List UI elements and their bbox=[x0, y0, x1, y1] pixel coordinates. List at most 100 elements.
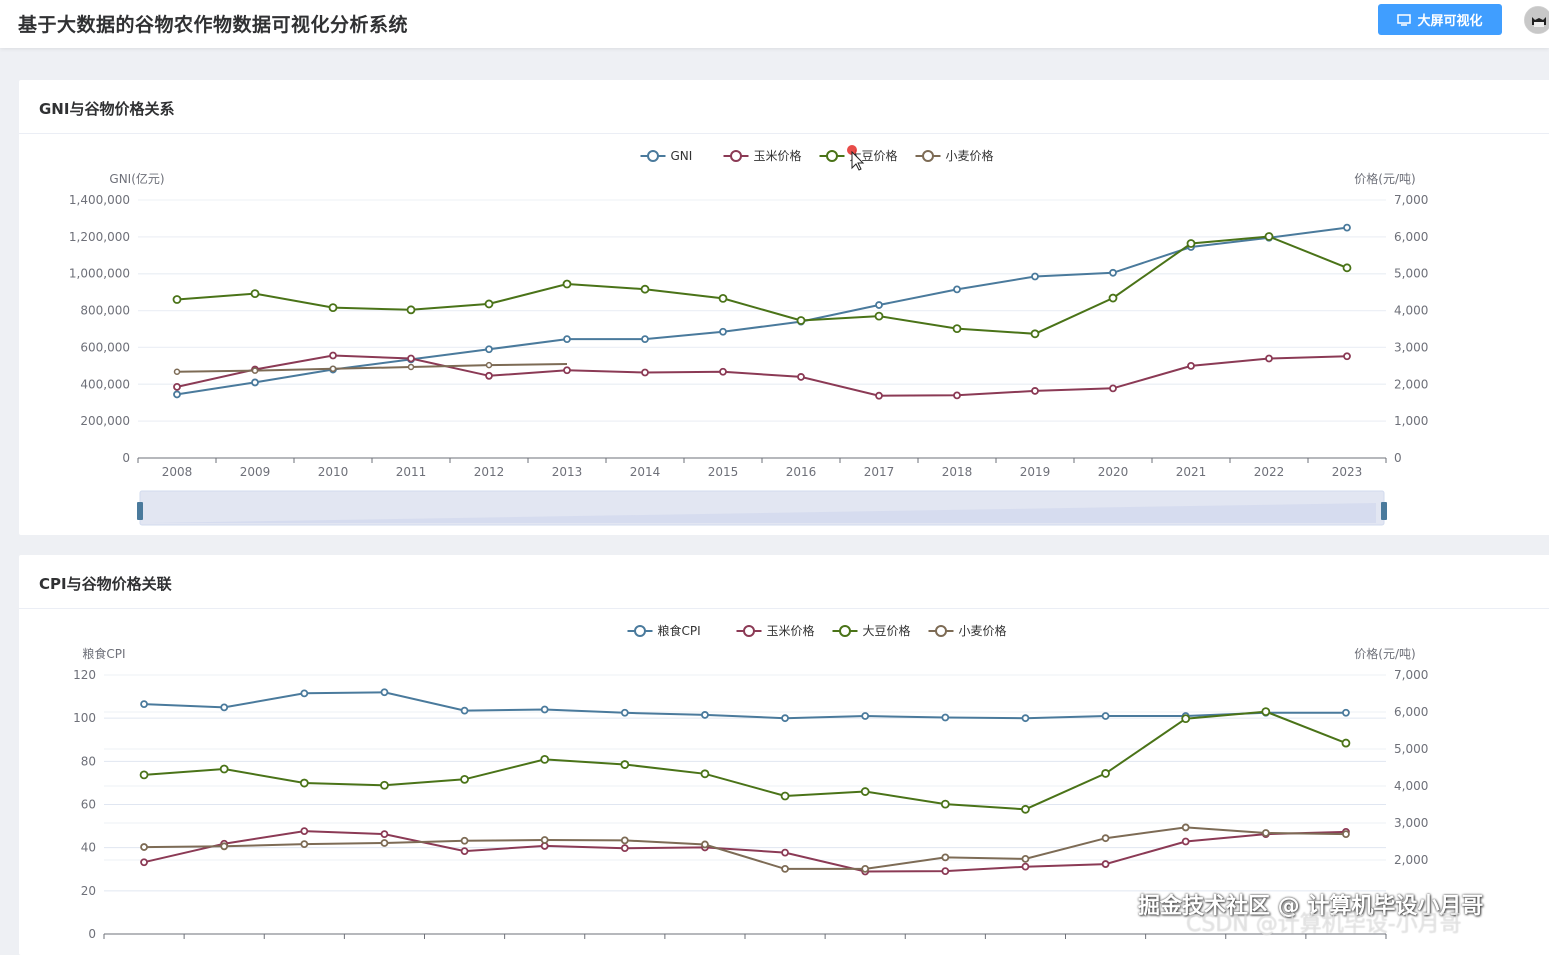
y-tick-label: 0 bbox=[122, 451, 130, 465]
data-point bbox=[140, 843, 148, 851]
data-point bbox=[861, 712, 870, 720]
y2-axis-title: 价格(元/吨) bbox=[1354, 171, 1415, 186]
x-tick-label: 2014 bbox=[630, 465, 661, 479]
y2-tick-label: 5,000 bbox=[1394, 742, 1428, 756]
data-point bbox=[219, 764, 229, 774]
x-tick-label: 2017 bbox=[864, 465, 895, 479]
y-tick-label: 400,000 bbox=[80, 377, 130, 391]
datazoom-slider[interactable] bbox=[137, 490, 1387, 526]
data-point bbox=[460, 836, 469, 845]
data-point bbox=[1021, 854, 1030, 863]
legend-item: 小麦价格 bbox=[915, 148, 994, 163]
y2-tick-label: 2,000 bbox=[1394, 853, 1428, 867]
data-point bbox=[1021, 714, 1030, 723]
legend-label: 玉米价格 bbox=[767, 623, 815, 638]
y-tick-label: 600,000 bbox=[80, 340, 130, 354]
data-point bbox=[251, 367, 259, 374]
y-tick-label: 20 bbox=[81, 884, 96, 898]
data-point bbox=[1031, 272, 1039, 281]
data-point bbox=[460, 774, 469, 784]
datazoom-handle-left[interactable] bbox=[137, 502, 143, 520]
data-point bbox=[1101, 769, 1110, 778]
data-point bbox=[860, 787, 870, 796]
y-tick-label: 120 bbox=[73, 668, 96, 682]
y-tick-label: 1,000,000 bbox=[69, 267, 130, 281]
legend-item: 大豆价格 bbox=[832, 623, 911, 638]
y2-tick-label: 1,000 bbox=[1394, 414, 1428, 428]
legend-marker bbox=[634, 625, 646, 637]
legend-marker bbox=[935, 625, 947, 637]
data-point bbox=[1030, 329, 1040, 339]
data-point bbox=[1109, 384, 1117, 393]
data-point bbox=[953, 391, 961, 400]
data-point bbox=[1181, 823, 1190, 832]
y2-tick-label: 4,000 bbox=[1394, 304, 1428, 318]
data-point bbox=[172, 295, 182, 304]
data-point bbox=[701, 840, 709, 849]
data-point bbox=[1343, 223, 1351, 232]
data-point bbox=[1101, 712, 1110, 720]
mouse-cursor-icon bbox=[847, 145, 865, 171]
data-point bbox=[781, 864, 789, 873]
data-point bbox=[1187, 361, 1195, 370]
card-title: CPI与谷物价格关联 bbox=[19, 555, 1549, 609]
gni-price-chart: 0 200,000 400,000 600,000 800,000 1,000,000 1,… bbox=[69, 145, 1428, 526]
data-point bbox=[563, 335, 571, 344]
x-tick-label: 2018 bbox=[942, 465, 973, 479]
datazoom-handle-right[interactable] bbox=[1381, 502, 1387, 520]
watermark-text-secondary: CSDN @计算机毕设-小月哥 bbox=[1186, 912, 1462, 937]
y-tick-label: 80 bbox=[81, 754, 96, 768]
legend-label: 大豆价格 bbox=[850, 148, 898, 163]
y2-tick-label: 5,000 bbox=[1394, 267, 1428, 281]
data-point bbox=[875, 391, 883, 400]
data-point bbox=[1342, 708, 1350, 717]
data-point bbox=[641, 368, 649, 377]
data-point bbox=[718, 294, 728, 303]
series-line bbox=[143, 830, 1346, 873]
data-point bbox=[941, 853, 950, 862]
legend-label: 小麦价格 bbox=[946, 148, 994, 163]
y2-tick-label: 2,000 bbox=[1394, 377, 1428, 391]
data-point bbox=[1101, 860, 1110, 868]
y2-tick-label: 0 bbox=[1394, 451, 1402, 465]
data-point bbox=[140, 858, 148, 867]
data-point bbox=[620, 708, 629, 717]
data-point bbox=[780, 791, 790, 801]
data-point bbox=[380, 688, 389, 697]
legend-item: 玉米价格 bbox=[736, 623, 815, 638]
y-tick-label: 1,200,000 bbox=[69, 230, 130, 244]
data-point bbox=[719, 327, 727, 336]
legend-label: 大豆价格 bbox=[863, 623, 911, 638]
data-point bbox=[220, 842, 229, 851]
legend-marker bbox=[922, 150, 934, 162]
y2-tick-label: 6,000 bbox=[1394, 705, 1428, 719]
data-point bbox=[485, 371, 493, 380]
data-point bbox=[796, 316, 806, 325]
data-point bbox=[861, 864, 870, 873]
data-point bbox=[781, 714, 789, 723]
legend-item: 大豆价格 bbox=[819, 148, 898, 163]
data-point bbox=[380, 839, 389, 847]
y-axis-title: 粮食CPI bbox=[82, 646, 125, 661]
legend-item: 粮食CPI bbox=[627, 623, 701, 638]
series-line bbox=[144, 710, 1347, 811]
x-tick-label: 2021 bbox=[1176, 465, 1207, 479]
data-point bbox=[540, 754, 550, 764]
data-point bbox=[719, 367, 727, 376]
x-tick-label: 2022 bbox=[1254, 465, 1285, 479]
data-point bbox=[407, 363, 415, 371]
data-point bbox=[173, 390, 181, 399]
series-line bbox=[176, 354, 1348, 397]
legend-item: GNI bbox=[640, 149, 692, 163]
x-tick-label: 2009 bbox=[240, 465, 271, 479]
data-point bbox=[1265, 354, 1273, 363]
data-point bbox=[1109, 268, 1117, 277]
y2-tick-label: 4,000 bbox=[1394, 779, 1428, 793]
bigscreen-button[interactable]: 大屏可视化 bbox=[1378, 4, 1502, 35]
avatar[interactable] bbox=[1524, 6, 1549, 34]
data-point bbox=[1341, 738, 1351, 748]
card-title: GNI与谷物价格关系 bbox=[19, 80, 1549, 134]
gni-chart-card: GNI与谷物价格关系 0 200,000 400,000 600,000 800,000… bbox=[19, 80, 1549, 535]
x-tick-label: 2015 bbox=[708, 465, 739, 479]
y-tick-label: 200,000 bbox=[80, 414, 130, 428]
